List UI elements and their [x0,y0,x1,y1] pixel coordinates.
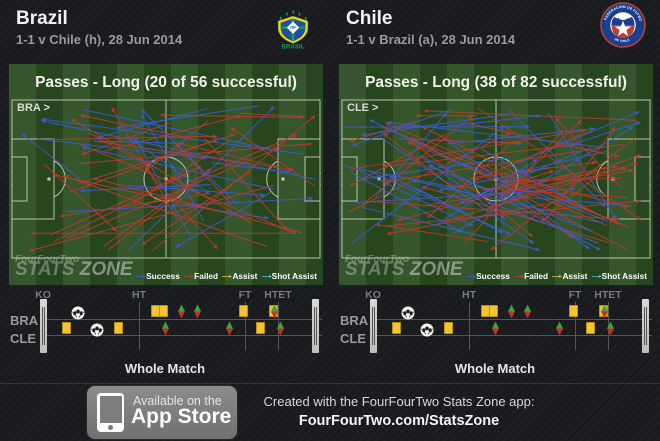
svg-text:BRA >: BRA > [17,102,50,114]
svg-text:BRASIL: BRASIL [281,43,304,50]
svg-text:CBF: CBF [290,26,297,30]
svg-text:CLE >: CLE > [347,102,378,114]
